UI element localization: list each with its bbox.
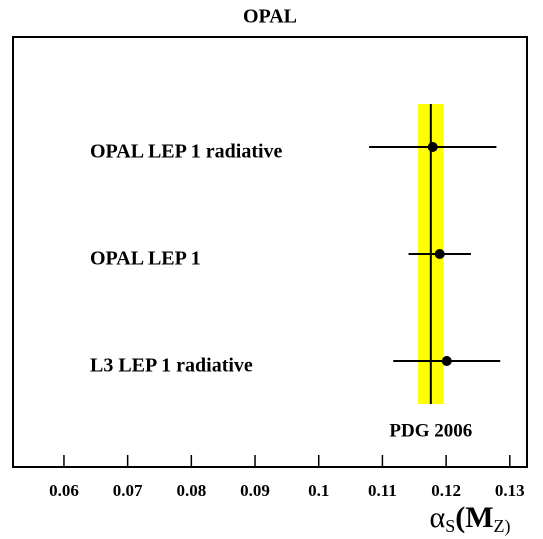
reference-label: PDG 2006 [389,420,472,441]
category-label: L3 LEP 1 radiative [90,355,253,377]
point [441,356,452,366]
x-tick-label: 0.06 [49,481,79,500]
plot: PDG 2006 0.06 0.07 0.08 0.09 0.1 0.11 0.12 0.13 O… [12,36,528,500]
x-label-part: (M [455,501,493,534]
x-label-part: S [445,516,455,536]
x-tick-label: 0.08 [176,481,206,500]
x-label-part: α [429,501,445,534]
category-label: OPAL LEP 1 radiative [90,141,283,163]
x-tick-label: 0.07 [113,481,143,500]
category-label: OPAL LEP 1 [90,248,201,270]
x-tick-label: 0.09 [240,481,270,500]
x-tick-label: 0.1 [308,481,329,500]
x-tick-label: 0.11 [368,481,397,500]
chart-title: OPAL [243,6,297,28]
x-label-part: Z) [494,516,511,537]
point [434,249,445,259]
x-tick-label: 0.13 [495,481,525,500]
x-axis-label: αS(MZ) [429,501,510,537]
frame [12,36,528,468]
point [427,142,438,152]
x-tick-label: 0.12 [431,481,461,500]
